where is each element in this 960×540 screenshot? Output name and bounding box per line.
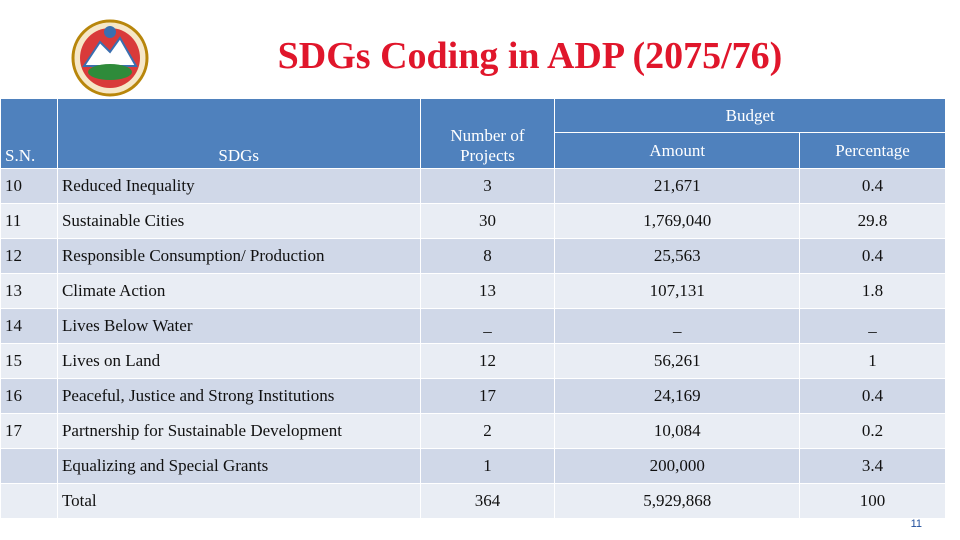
table-cell: 16 bbox=[0, 378, 58, 414]
sdg-table: S.N. SDGs Number of Projects Budget Amou… bbox=[0, 98, 946, 519]
table-cell: 13 bbox=[0, 273, 58, 309]
table-cell: 3 bbox=[419, 168, 556, 204]
table-cell bbox=[0, 448, 58, 484]
table-cell: _ bbox=[554, 308, 801, 344]
page-number: 11 bbox=[910, 518, 922, 530]
table-row: 10 Reduced Inequality 3 21,671 0.4 bbox=[0, 168, 946, 204]
table-cell: 0.2 bbox=[799, 413, 946, 449]
table-cell: Reduced Inequality bbox=[56, 168, 421, 204]
table-cell: 21,671 bbox=[554, 168, 801, 204]
table-cell: 2 bbox=[419, 413, 556, 449]
table-cell: 100 bbox=[799, 483, 946, 519]
table-cell: 14 bbox=[0, 308, 58, 344]
table-cell: 1,769,040 bbox=[554, 203, 801, 239]
header-cell: S.N. bbox=[0, 98, 58, 169]
table-cell: 17 bbox=[419, 378, 556, 414]
table-cell: 0.4 bbox=[799, 378, 946, 414]
table-cell: 0.4 bbox=[799, 238, 946, 274]
table-cell: Equalizing and Special Grants bbox=[56, 448, 421, 484]
table-row: 15 Lives on Land 12 56,261 1 bbox=[0, 343, 946, 379]
table-cell: 17 bbox=[0, 413, 58, 449]
table-cell: 0.4 bbox=[799, 168, 946, 204]
slide-title: SDGs Coding in ADP (2075/76) bbox=[277, 35, 783, 77]
header-cell: Amount bbox=[554, 132, 801, 169]
table-cell: Lives on Land bbox=[56, 343, 421, 379]
table-cell: 25,563 bbox=[554, 238, 801, 274]
table-cell: 13 bbox=[419, 273, 556, 309]
table-cell: Sustainable Cities bbox=[56, 203, 421, 239]
table-cell: _ bbox=[799, 308, 946, 344]
table-cell: Climate Action bbox=[56, 273, 421, 309]
table-row: Total 364 5,929,868 100 bbox=[0, 483, 946, 519]
table-row: 11 Sustainable Cities 30 1,769,040 29.8 bbox=[0, 203, 946, 239]
table-cell: Lives Below Water bbox=[56, 308, 421, 344]
table-cell: 10 bbox=[0, 168, 58, 204]
table-row: 17 Partnership for Sustainable Developmen… bbox=[0, 413, 946, 449]
table-cell: 1 bbox=[799, 343, 946, 379]
table-row: 16 Peaceful, Justice and Strong Instituti… bbox=[0, 378, 946, 414]
table-cell: 11 bbox=[0, 203, 58, 239]
table-cell: 8 bbox=[419, 238, 556, 274]
table-cell: 3.4 bbox=[799, 448, 946, 484]
table-cell: 10,084 bbox=[554, 413, 801, 449]
table-cell bbox=[0, 483, 58, 519]
emblem bbox=[71, 19, 149, 97]
table-cell: Peaceful, Justice and Strong Institution… bbox=[56, 378, 421, 414]
table-cell: _ bbox=[419, 308, 556, 344]
table-cell: 1 bbox=[419, 448, 556, 484]
table-cell: 12 bbox=[419, 343, 556, 379]
table-cell: 56,261 bbox=[554, 343, 801, 379]
table-cell: 5,929,868 bbox=[554, 483, 801, 519]
table-row: 13 Climate Action 13 107,131 1.8 bbox=[0, 273, 946, 309]
table-cell: Total bbox=[56, 483, 421, 519]
table-cell: 107,131 bbox=[554, 273, 801, 309]
table-cell: 30 bbox=[419, 203, 556, 239]
table-cell: 12 bbox=[0, 238, 58, 274]
table-cell: 200,000 bbox=[554, 448, 801, 484]
table-row: Equalizing and Special Grants 1 200,000 3.4 bbox=[0, 448, 946, 484]
header-cell: SDGs bbox=[56, 98, 421, 169]
table-cell: Partnership for Sustainable Development bbox=[56, 413, 421, 449]
table-row: 12 Responsible Consumption/ Production 8 25… bbox=[0, 238, 946, 274]
table-row: 14 Lives Below Water _ _ _ bbox=[0, 308, 946, 344]
table-cell: 29.8 bbox=[799, 203, 946, 239]
header-cell: Budget bbox=[554, 98, 946, 133]
table-cell: Responsible Consumption/ Production bbox=[56, 238, 421, 274]
table-cell: 364 bbox=[419, 483, 556, 519]
header-cell: Percentage bbox=[799, 132, 946, 169]
table-cell: 1.8 bbox=[799, 273, 946, 309]
header-cell: Number of Projects bbox=[419, 98, 556, 169]
table-body: 10 Reduced Inequality 3 21,671 0.4 11 Sustaina… bbox=[0, 168, 946, 519]
table-cell: 24,169 bbox=[554, 378, 801, 414]
table-cell: 15 bbox=[0, 343, 58, 379]
